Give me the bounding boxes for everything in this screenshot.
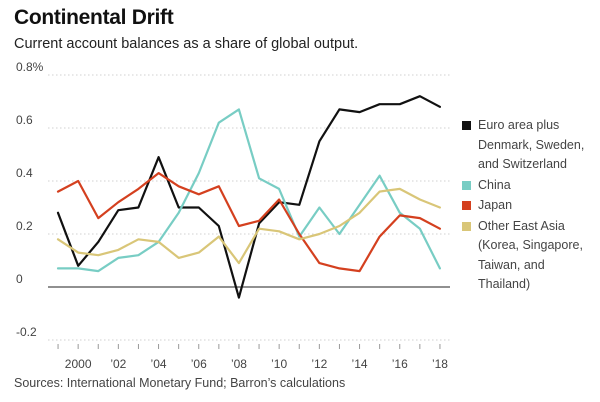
chart-legend: Euro area plus Denmark, Sweden, and Switze… xyxy=(462,116,598,296)
legend-swatch xyxy=(462,121,471,130)
legend-label: (Korea, Singapore, xyxy=(478,238,583,252)
legend-item: Other East Asia (Korea, Singapore, Taiwan,… xyxy=(462,217,598,295)
x-tick-label: ’02 xyxy=(110,357,126,371)
chart-subtitle: Current account balances as a share of g… xyxy=(14,36,359,52)
legend-item: Japan xyxy=(462,196,598,216)
legend-label: Japan xyxy=(478,198,513,212)
chart-title: Continental Drift xyxy=(14,6,174,29)
legend-label: and Switzerland xyxy=(478,157,567,171)
x-tick-label: ’14 xyxy=(352,357,368,371)
y-tick-label: 0.2 xyxy=(16,219,33,233)
x-tick-label: 2000 xyxy=(65,357,92,371)
legend-label: Taiwan, and xyxy=(478,257,545,272)
legend-item: China xyxy=(462,176,598,196)
y-tick-label: 0.6 xyxy=(16,113,33,127)
x-tick-label: ’12 xyxy=(311,357,327,371)
x-tick-label: ’18 xyxy=(432,357,448,371)
x-tick-label: ’04 xyxy=(151,357,167,371)
legend-item: Euro area plus Denmark, Sweden, and Switze… xyxy=(462,116,598,175)
series-line-4 xyxy=(56,187,441,265)
chart-source: Sources: International Monetary Fund; Ba… xyxy=(14,376,346,390)
legend-label: Euro area plus xyxy=(478,118,560,132)
x-tick-label: ’08 xyxy=(231,357,247,371)
y-tick-label: -0.2 xyxy=(16,325,37,339)
legend-label: China xyxy=(478,177,511,192)
legend-label: Thailand) xyxy=(478,277,531,291)
series-line-2 xyxy=(56,108,441,273)
y-tick-label: 0.8% xyxy=(16,60,44,74)
x-tick-label: ’16 xyxy=(392,357,408,371)
y-tick-label: 0.4 xyxy=(16,166,33,180)
series-line-1 xyxy=(56,95,441,299)
legend-swatch xyxy=(462,221,471,231)
legend-label: Other East Asia xyxy=(478,218,565,233)
x-tick-label: ’06 xyxy=(191,357,207,371)
legend-swatch xyxy=(462,201,471,210)
legend-swatch xyxy=(462,180,471,190)
y-tick-label: 0 xyxy=(16,272,23,286)
x-tick-label: ’10 xyxy=(271,357,287,371)
legend-label: Denmark, Sweden, xyxy=(478,137,585,152)
series-line-3 xyxy=(56,172,441,273)
